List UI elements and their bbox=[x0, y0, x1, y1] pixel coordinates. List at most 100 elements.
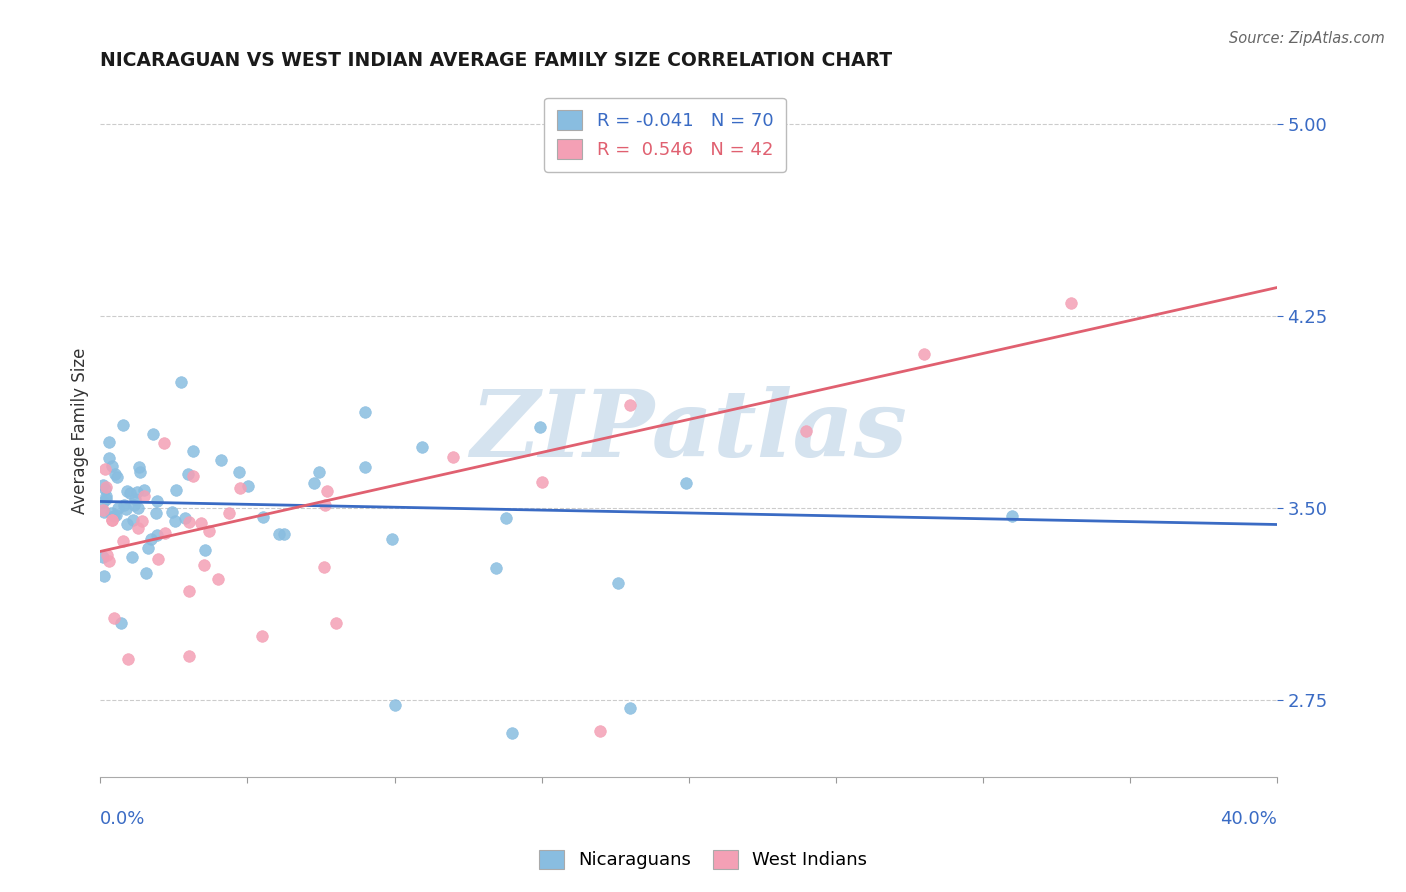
Point bbox=[112, 534, 135, 549]
Point bbox=[145, 506, 167, 520]
Point bbox=[174, 511, 197, 525]
Point bbox=[218, 506, 240, 520]
Point bbox=[105, 508, 128, 522]
Point bbox=[118, 486, 141, 500]
Text: Source: ZipAtlas.com: Source: ZipAtlas.com bbox=[1229, 31, 1385, 46]
Point bbox=[236, 479, 259, 493]
Point bbox=[91, 477, 114, 491]
Point bbox=[124, 491, 146, 506]
Point bbox=[103, 509, 125, 524]
Y-axis label: Average Family Size: Average Family Size bbox=[72, 348, 89, 514]
Point bbox=[619, 398, 641, 412]
Point bbox=[183, 444, 205, 458]
Point bbox=[314, 560, 336, 574]
Point bbox=[495, 510, 517, 524]
Point bbox=[135, 566, 157, 580]
Point bbox=[273, 527, 295, 541]
Point bbox=[94, 461, 117, 475]
Point bbox=[93, 568, 115, 582]
Point bbox=[165, 483, 187, 498]
Point bbox=[252, 510, 274, 524]
Point bbox=[619, 700, 641, 714]
Point bbox=[194, 543, 217, 558]
Point bbox=[589, 723, 612, 738]
Point bbox=[529, 419, 551, 434]
Point bbox=[302, 476, 325, 491]
Point bbox=[314, 498, 336, 512]
Text: 40.0%: 40.0% bbox=[1220, 810, 1277, 828]
Point bbox=[110, 616, 132, 631]
Point bbox=[136, 541, 159, 555]
Point bbox=[100, 513, 122, 527]
Point bbox=[160, 505, 183, 519]
Legend: Nicaraguans, West Indians: Nicaraguans, West Indians bbox=[530, 840, 876, 879]
Point bbox=[177, 515, 200, 529]
Point bbox=[111, 418, 134, 433]
Point bbox=[411, 440, 433, 454]
Point bbox=[104, 467, 127, 482]
Point bbox=[97, 451, 120, 466]
Point bbox=[190, 516, 212, 530]
Point bbox=[912, 347, 935, 361]
Point bbox=[177, 584, 200, 599]
Point bbox=[100, 459, 122, 474]
Point bbox=[193, 558, 215, 572]
Point bbox=[207, 572, 229, 586]
Text: NICARAGUAN VS WEST INDIAN AVERAGE FAMILY SIZE CORRELATION CHART: NICARAGUAN VS WEST INDIAN AVERAGE FAMILY… bbox=[100, 51, 893, 70]
Point bbox=[91, 549, 114, 564]
Point bbox=[267, 527, 290, 541]
Point bbox=[121, 549, 143, 564]
Point bbox=[100, 506, 122, 520]
Point bbox=[250, 629, 273, 643]
Point bbox=[354, 405, 377, 419]
Point bbox=[96, 489, 118, 503]
Point bbox=[132, 483, 155, 497]
Point bbox=[181, 468, 204, 483]
Point bbox=[796, 424, 818, 438]
Point bbox=[177, 467, 200, 482]
Point bbox=[128, 459, 150, 474]
Point bbox=[228, 481, 250, 495]
Text: 0.0%: 0.0% bbox=[100, 810, 146, 828]
Point bbox=[530, 475, 553, 490]
Point bbox=[127, 520, 149, 534]
Point bbox=[122, 513, 145, 527]
Point bbox=[142, 426, 165, 441]
Point bbox=[1001, 508, 1024, 523]
Point bbox=[115, 483, 138, 498]
Point bbox=[134, 489, 156, 503]
Point bbox=[441, 450, 464, 464]
Legend: R = -0.041   N = 70, R =  0.546   N = 42: R = -0.041 N = 70, R = 0.546 N = 42 bbox=[544, 97, 786, 171]
Point bbox=[146, 527, 169, 541]
Point bbox=[131, 514, 153, 528]
Text: ZIPatlas: ZIPatlas bbox=[470, 386, 907, 476]
Point bbox=[197, 524, 219, 538]
Point bbox=[96, 548, 118, 562]
Point bbox=[91, 502, 114, 516]
Point bbox=[384, 698, 406, 713]
Point bbox=[228, 465, 250, 479]
Point bbox=[177, 649, 200, 664]
Point bbox=[93, 482, 115, 496]
Point bbox=[501, 726, 523, 740]
Point bbox=[122, 498, 145, 512]
Point bbox=[315, 484, 337, 499]
Point bbox=[91, 495, 114, 509]
Point bbox=[127, 501, 149, 516]
Point bbox=[129, 465, 152, 479]
Point bbox=[115, 516, 138, 531]
Point bbox=[112, 499, 135, 513]
Point bbox=[125, 485, 148, 500]
Point bbox=[165, 514, 187, 528]
Point bbox=[153, 525, 176, 540]
Point bbox=[107, 501, 129, 516]
Point bbox=[101, 513, 124, 527]
Point bbox=[485, 560, 508, 574]
Point bbox=[675, 476, 697, 491]
Point bbox=[209, 453, 232, 467]
Point bbox=[152, 436, 174, 450]
Point bbox=[170, 376, 193, 390]
Point bbox=[146, 494, 169, 508]
Point bbox=[105, 469, 128, 483]
Point bbox=[93, 505, 115, 519]
